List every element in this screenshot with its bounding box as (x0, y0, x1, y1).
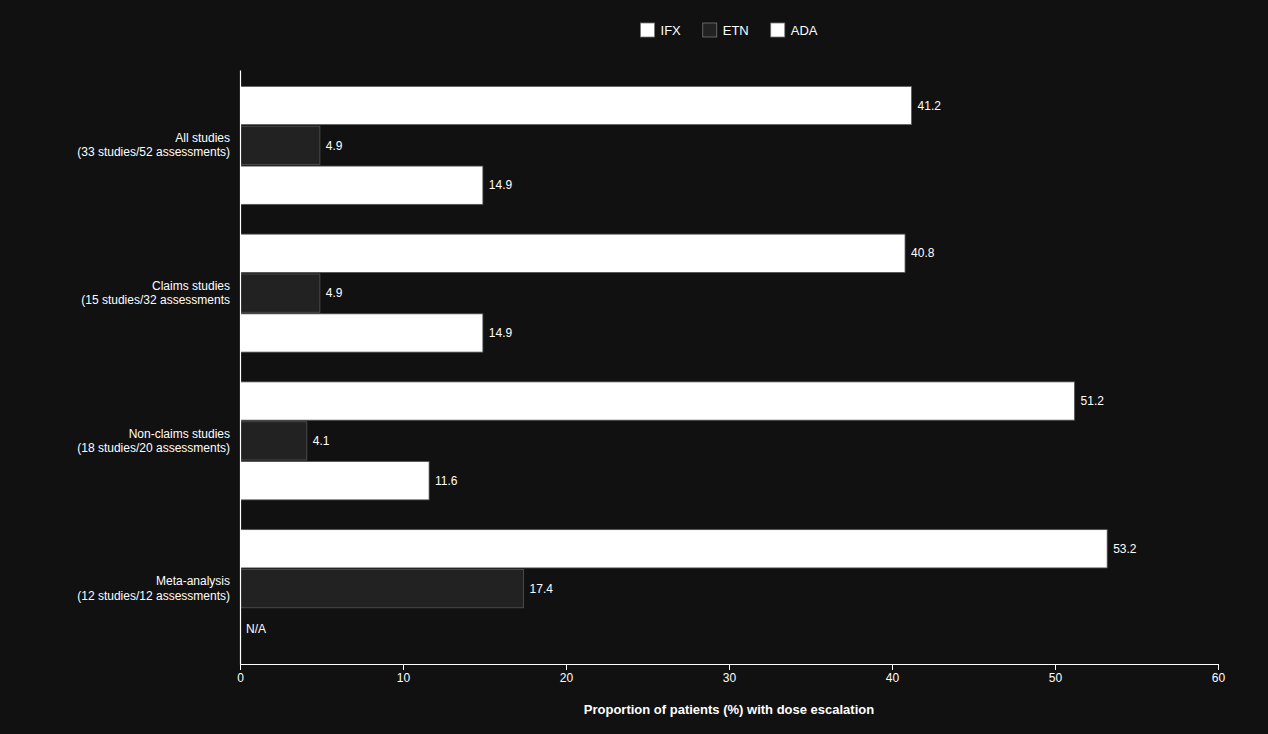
data-label: 11.6 (435, 474, 458, 488)
x-tick-label: 20 (560, 671, 574, 685)
data-labels: 53.2 51.2 40.8 41.2 17.4 4.1 4.9 4.9 N/A 11.6 14.9… (246, 99, 1137, 636)
y-tick-label: Claims studies(15 studies/32 assessments (81, 279, 230, 307)
bars (240, 86, 1107, 607)
data-label: 4.9 (326, 286, 343, 300)
x-tick-mark (1218, 664, 1219, 670)
x-tick-label: 40 (886, 671, 900, 685)
x-tick-mark (892, 664, 893, 670)
x-tick-label: 60 (1212, 671, 1226, 685)
legend-item: ADA (771, 23, 818, 38)
chart: 0 10 20 30 40 50 60 All studies(33 studies/52 a… (0, 0, 1268, 734)
bar (240, 166, 483, 204)
x-tick-mark (566, 664, 567, 670)
x-tick-label: 0 (237, 671, 244, 685)
bar (240, 274, 320, 312)
y-tick: All studies(33 studies/52 assessments) (77, 131, 240, 159)
data-label: 14.9 (489, 326, 513, 340)
y-tick: Claims studies(15 studies/32 assessments (81, 279, 240, 307)
data-label: N/A (246, 622, 266, 636)
x-tick: 10 (397, 664, 411, 685)
bar (240, 126, 320, 164)
data-label: 51.2 (1081, 394, 1105, 408)
legend-label: ADA (791, 23, 818, 38)
data-label: 14.9 (489, 178, 513, 192)
y-tick: Non-claims studies(18 studies/20 assessm… (77, 427, 240, 455)
bar (240, 382, 1075, 420)
data-label: 41.2 (918, 99, 942, 113)
data-label: 4.9 (326, 139, 343, 153)
legend-label: ETN (723, 23, 749, 38)
x-tick-mark (240, 664, 241, 670)
x-axis-line (241, 665, 1219, 671)
y-tick-label: Meta-analysis(12 studies/12 assessments) (77, 574, 230, 602)
legend-item: ETN (703, 23, 749, 38)
y-tick-label: All studies(33 studies/52 assessments) (77, 131, 230, 159)
legend-item: IFX (641, 23, 682, 38)
bar (240, 314, 483, 352)
x-axis-title: Proportion of patients (%) with dose esc… (584, 702, 874, 717)
x-tick-mark (729, 664, 730, 670)
bar (240, 570, 524, 608)
plot: 0 10 20 30 40 50 60 All studies(33 studies/52 a… (77, 71, 1225, 685)
bar (240, 86, 912, 124)
bar (240, 530, 1107, 568)
y-axis: All studies(33 studies/52 assessments) Cl… (77, 71, 240, 665)
bar (240, 462, 429, 500)
bar (240, 422, 307, 460)
legend-swatch (703, 23, 717, 37)
bar (240, 234, 905, 272)
data-label: 53.2 (1113, 542, 1137, 556)
x-tick: 20 (560, 664, 574, 685)
x-tick: 30 (723, 664, 737, 685)
legend-label: IFX (661, 23, 682, 38)
x-tick-label: 10 (397, 671, 411, 685)
x-tick-mark (403, 664, 404, 670)
legend-swatch (771, 23, 785, 37)
data-label: 40.8 (911, 246, 935, 260)
x-tick-label: 30 (723, 671, 737, 685)
data-label: 17.4 (530, 582, 554, 596)
x-tick-mark (1055, 664, 1056, 670)
y-axis-line (240, 71, 241, 665)
y-tick-label: Non-claims studies(18 studies/20 assessm… (77, 427, 230, 455)
x-tick: 40 (886, 664, 900, 685)
x-tick: 0 (237, 664, 244, 685)
y-tick: Meta-analysis(12 studies/12 assessments) (77, 574, 240, 602)
x-tick: 60 (1212, 664, 1226, 685)
x-tick-label: 50 (1049, 671, 1063, 685)
legend: IFX ETN ADA (641, 23, 818, 38)
x-tick: 50 (1049, 664, 1063, 685)
x-axis: 0 10 20 30 40 50 60 (237, 664, 1225, 685)
data-label: 4.1 (313, 434, 330, 448)
legend-swatch (641, 23, 655, 37)
